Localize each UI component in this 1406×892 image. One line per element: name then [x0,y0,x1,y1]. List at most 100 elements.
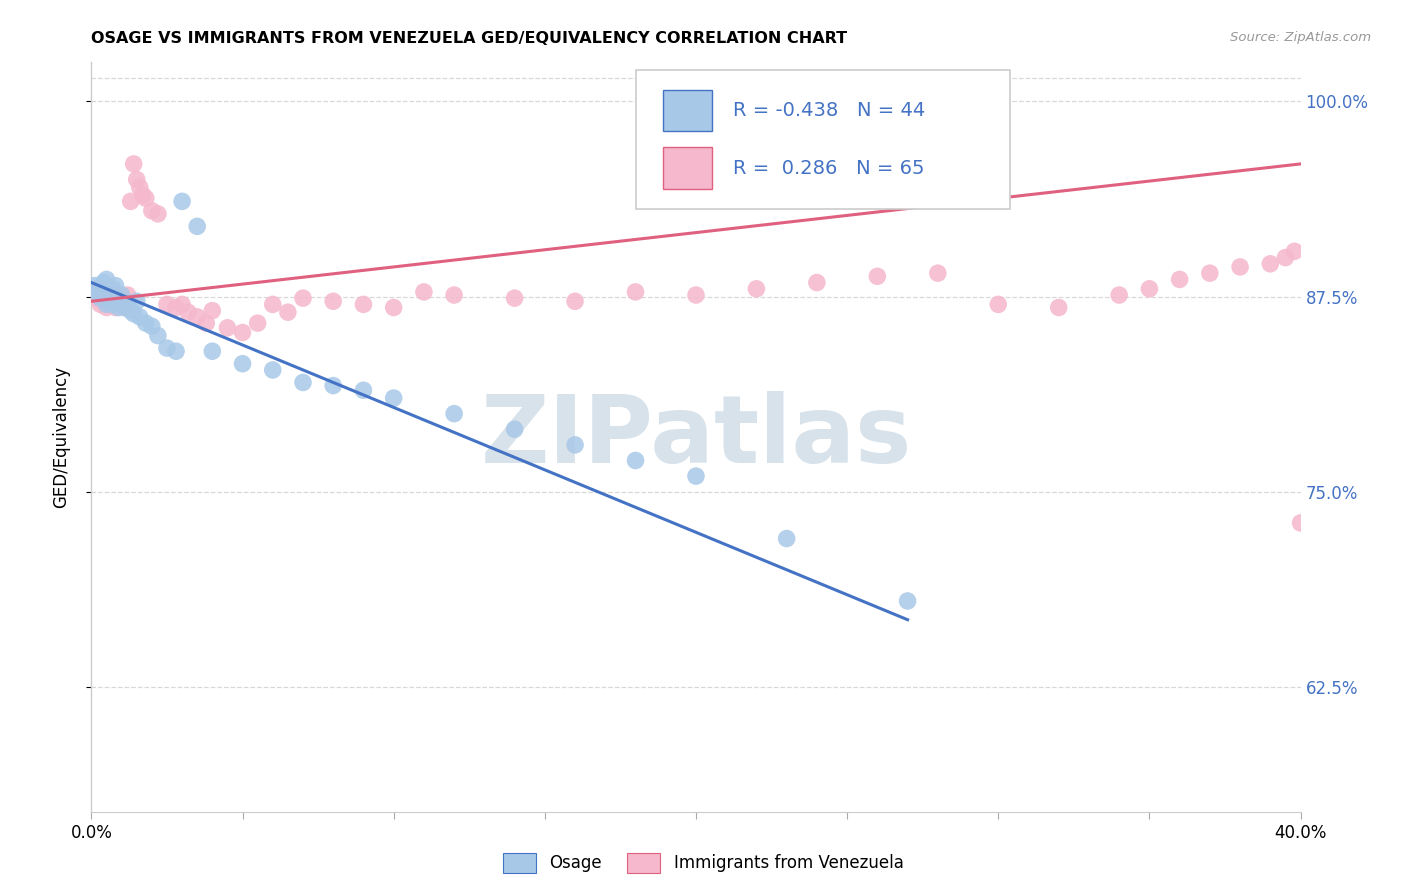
Point [1108,288,1130,302]
Point [96,291,118,305]
Point [443,288,465,302]
Legend: Osage, Immigrants from Venezuela: Osage, Immigrants from Venezuela [496,847,910,880]
Point [443,407,465,421]
Point [111,294,132,309]
Point [122,307,145,321]
Point [292,376,315,390]
Point [89,291,111,305]
Point [86,282,108,296]
Point [125,294,148,309]
Point [262,363,284,377]
Point [96,297,118,311]
Point [292,291,315,305]
Point [83,288,105,302]
Point [146,328,169,343]
Point [322,294,344,309]
Point [104,288,127,302]
Point [246,316,269,330]
Text: R =  0.286   N = 65: R = 0.286 N = 65 [734,159,925,178]
Point [262,297,284,311]
Point [101,288,124,302]
FancyBboxPatch shape [636,70,1011,209]
Point [93,276,115,290]
Point [156,297,179,311]
Point [201,303,224,318]
Point [120,194,142,209]
Point [165,344,187,359]
Point [104,301,127,315]
Point [1289,516,1312,530]
Point [128,310,150,324]
Point [201,344,224,359]
Point [776,532,799,546]
Point [111,288,132,302]
Point [987,297,1010,311]
Point [866,269,889,284]
Point [120,303,142,318]
Point [107,297,129,311]
Point [624,285,647,299]
Point [117,288,139,302]
Point [1047,301,1070,315]
Point [231,326,253,340]
Point [101,282,124,296]
Point [1139,282,1161,296]
Point [111,294,132,309]
Point [89,282,111,296]
Point [83,278,105,293]
Point [86,291,108,305]
Point [117,297,139,311]
Point [146,207,169,221]
Point [122,157,145,171]
Point [177,305,200,319]
Point [685,288,707,302]
Point [132,188,155,202]
Point [382,391,405,405]
Point [897,594,920,608]
Text: R = -0.438   N = 44: R = -0.438 N = 44 [734,101,925,120]
Point [1274,251,1296,265]
Point [114,301,136,315]
Point [93,294,115,309]
Point [322,378,344,392]
Point [98,294,121,309]
Point [96,301,118,315]
Point [96,272,118,286]
Point [564,438,586,452]
Point [231,357,253,371]
Point [927,266,949,280]
Point [89,288,111,302]
Point [141,203,163,218]
Point [217,320,239,334]
Point [564,294,586,309]
Point [165,301,187,315]
Point [195,316,218,330]
FancyBboxPatch shape [664,147,711,189]
Point [352,383,374,397]
Text: Source: ZipAtlas.com: Source: ZipAtlas.com [1230,31,1371,45]
Point [114,301,136,315]
Point [107,301,129,315]
Point [86,285,108,299]
Point [277,305,299,319]
Point [89,297,111,311]
Point [101,294,124,309]
Point [98,285,121,299]
Point [503,422,526,436]
Point [141,319,163,334]
Point [745,282,768,296]
Point [135,316,157,330]
Point [413,285,436,299]
Point [125,172,148,186]
Point [104,291,127,305]
Point [98,297,121,311]
FancyBboxPatch shape [664,90,711,131]
Point [382,301,405,315]
Point [93,285,115,299]
Point [352,297,374,311]
Point [101,297,124,311]
Point [156,341,179,355]
Point [1260,257,1282,271]
Point [98,288,121,302]
Point [111,288,132,302]
